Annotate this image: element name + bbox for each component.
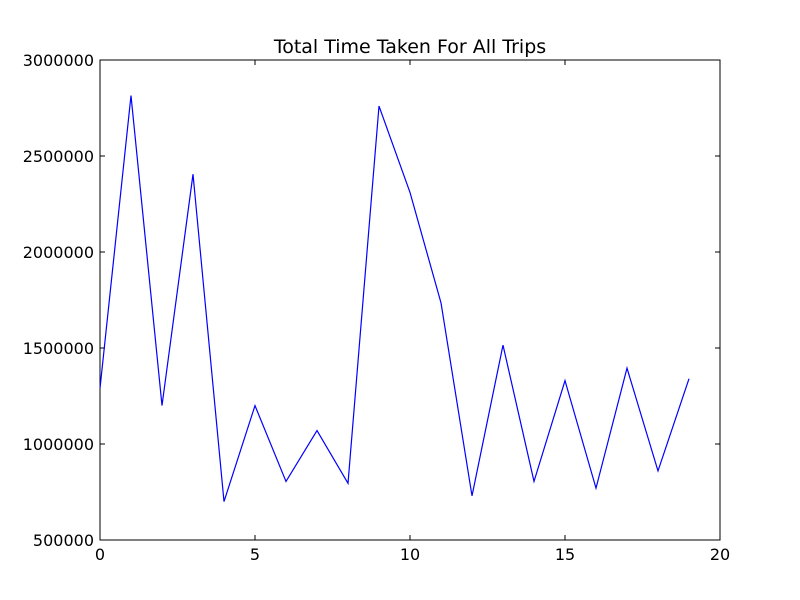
y-tick-label: 1500000 bbox=[23, 339, 94, 358]
y-tick-label: 3000000 bbox=[23, 51, 94, 70]
y-tick-label: 500000 bbox=[33, 531, 94, 550]
x-tick-label: 0 bbox=[95, 545, 105, 564]
x-tick-label: 5 bbox=[250, 545, 260, 564]
chart-title: Total Time Taken For All Trips bbox=[273, 36, 546, 58]
x-tick-label: 20 bbox=[710, 545, 730, 564]
y-tick-label: 1000000 bbox=[23, 435, 94, 454]
series-layer bbox=[99, 95, 690, 502]
plot-area bbox=[99, 59, 721, 541]
x-axis: 0 5 10 15 20 bbox=[95, 60, 730, 564]
y-axis: 500000 1000000 1500000 2000000 2500000 300000… bbox=[23, 51, 720, 550]
x-tick-label: 15 bbox=[555, 545, 575, 564]
x-tick-label: 10 bbox=[400, 545, 420, 564]
y-tick-label: 2500000 bbox=[23, 147, 94, 166]
y-tick-label: 2000000 bbox=[23, 243, 94, 262]
series-line-0 bbox=[99, 95, 690, 502]
